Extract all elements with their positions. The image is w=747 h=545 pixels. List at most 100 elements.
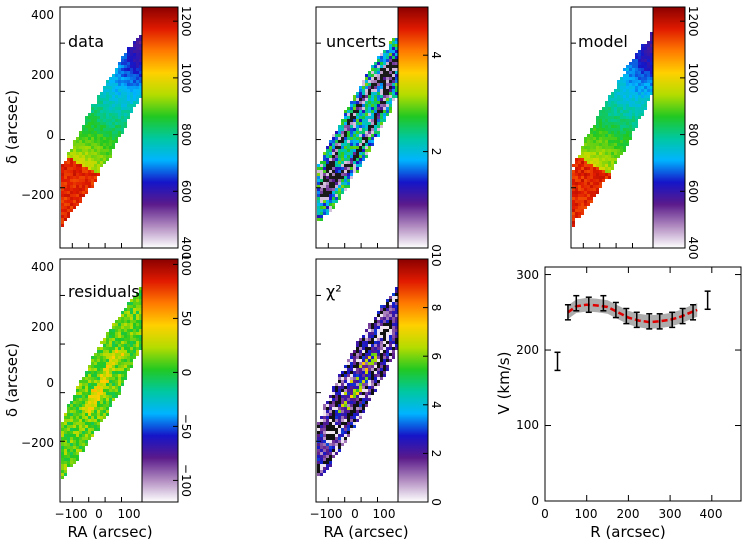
rc-x-tick-100: 100 — [575, 507, 598, 521]
cbar-tick-data-3: 1000 — [179, 63, 193, 94]
colorbar-ticks-data: 400 600 800 1000 1200 — [173, 6, 193, 260]
y-tick-data-400: 400 — [31, 8, 54, 22]
cbar-tick-chi2-2: 2 — [429, 450, 443, 458]
y-tick-residuals-0: 0 — [46, 376, 54, 390]
cbar-tick-chi2-0: 0 — [429, 498, 443, 506]
data-point-7 — [633, 311, 640, 329]
y-tick-residuals-m200: −200 — [21, 436, 54, 450]
colorbar-ticks-model: 400 600 800 1000 1200 — [680, 6, 700, 260]
colorbar-residuals — [141, 258, 179, 503]
x-tick-residuals-m100: −100 — [55, 507, 88, 521]
data-point-8 — [646, 313, 653, 330]
y-tick-data-200: 200 — [31, 68, 54, 82]
colorbar-data — [141, 6, 179, 249]
cbar-tick-data-1: 600 — [179, 180, 193, 203]
colorbar-uncerts — [397, 6, 429, 249]
colorbar-chi2 — [397, 258, 429, 503]
title-model: model — [578, 32, 628, 51]
rc-x-tick-300: 300 — [659, 507, 682, 521]
panel-rotation-curve: 0 100 200 300 400 0 100 200 300 R (arcse… — [495, 266, 742, 541]
rc-y-tick-300: 300 — [516, 268, 539, 282]
data-point-13 — [704, 290, 711, 311]
rc-y-tick-0: 0 — [531, 494, 539, 508]
colorbar-ticks-chi2: 0 2 4 6 8 10 — [423, 251, 443, 506]
chi2-map — [317, 287, 398, 476]
panel-data: data 400 600 800 1000 1200 400 200 0 −20… — [3, 6, 193, 260]
cbar-tick-data-0: 400 — [179, 237, 193, 260]
rc-y-tick-100: 100 — [516, 418, 539, 432]
cbar-tick-uncerts-2: 2 — [429, 148, 443, 156]
data-point-2 — [573, 294, 580, 312]
y-ticks-residuals: 400 200 0 −200 — [21, 260, 54, 450]
colorbar-model — [652, 6, 686, 249]
rc-y-tick-200: 200 — [516, 343, 539, 357]
x-tick-chi2-m100: −100 — [310, 507, 343, 521]
cbar-tick-uncerts-0: 0 — [429, 244, 443, 252]
cbar-tick-chi2-10: 10 — [429, 251, 443, 266]
data-point-6 — [623, 307, 630, 325]
cbar-tick-residuals-m50: −50 — [179, 414, 193, 439]
cbar-tick-residuals-0: 0 — [179, 369, 193, 377]
panel-residuals: residuals −100 −50 0 50 100 400 200 0 −2… — [3, 253, 193, 541]
panel-model: model 400 600 800 1000 1200 — [570, 6, 700, 260]
data-point-10 — [669, 311, 676, 329]
y-ticks-data: 400 200 0 −200 — [21, 8, 54, 202]
panel-uncerts: uncerts 0 2 4 — [315, 6, 443, 252]
cbar-tick-model-4: 1200 — [686, 6, 700, 37]
y-tick-residuals-400: 400 — [31, 260, 54, 274]
residual-map — [61, 287, 142, 479]
data-point-0 — [554, 351, 561, 372]
x-ticks-chi2: −100 0 100 — [310, 507, 396, 521]
x-tick-residuals-0: 0 — [95, 507, 103, 521]
data-point-5 — [612, 301, 619, 319]
model-uncertainty-band — [567, 297, 698, 329]
cbar-tick-model-1: 600 — [686, 180, 700, 203]
rc-x-tick-200: 200 — [617, 507, 640, 521]
data-point-3 — [585, 296, 592, 314]
uncertainty-map — [317, 38, 398, 221]
xlabel-chi2: RA (arcsec) — [323, 523, 408, 541]
x-tick-residuals-100: 100 — [118, 507, 141, 521]
cbar-tick-residuals-100: 100 — [179, 253, 193, 276]
title-chi2: χ² — [326, 282, 342, 301]
cbar-tick-uncerts-4: 4 — [429, 51, 443, 59]
velocity-map-model — [572, 32, 653, 227]
rotation-curve-ticks: 0 100 200 300 400 0 100 200 300 — [516, 267, 741, 521]
cbar-tick-chi2-4: 4 — [429, 401, 443, 409]
y-tick-residuals-200: 200 — [31, 320, 54, 334]
xlabel-residuals: RA (arcsec) — [67, 523, 152, 541]
ylabel-data: δ (arcsec) — [3, 90, 21, 164]
cbar-tick-data-2: 800 — [179, 123, 193, 146]
cbar-tick-data-4: 1200 — [179, 6, 193, 37]
cbar-tick-model-3: 1000 — [686, 63, 700, 94]
data-point-11 — [679, 307, 686, 325]
title-uncerts: uncerts — [326, 32, 386, 51]
title-residuals: residuals — [68, 282, 140, 301]
cbar-tick-residuals-50: 50 — [179, 311, 193, 326]
y-tick-data-m200: −200 — [21, 188, 54, 202]
rc-ylabel: V (km/s) — [495, 352, 513, 415]
x-tick-chi2-0: 0 — [351, 507, 359, 521]
rc-x-tick-0: 0 — [541, 507, 549, 521]
cbar-tick-model-0: 400 — [686, 237, 700, 260]
colorbar-ticks-uncerts: 0 2 4 — [423, 51, 443, 252]
x-ticks-residuals: −100 0 100 — [55, 507, 141, 521]
frame-rotation-curve — [544, 266, 742, 502]
cbar-tick-residuals-m100: −100 — [179, 464, 193, 497]
cbar-tick-chi2-8: 8 — [429, 304, 443, 312]
ylabel-residuals: δ (arcsec) — [3, 343, 21, 417]
panel-chi2: χ² 0 2 4 6 8 10 −100 0 100 RA (arcsec) — [310, 251, 443, 541]
data-points — [554, 290, 711, 372]
data-point-4 — [600, 294, 607, 312]
rc-xlabel: R (arcsec) — [590, 523, 665, 541]
cbar-tick-model-2: 800 — [686, 123, 700, 146]
velocity-map-data — [61, 35, 142, 227]
data-point-9 — [656, 313, 663, 330]
data-point-1 — [564, 303, 571, 321]
colorbar-ticks-residuals: −100 −50 0 50 100 — [173, 253, 193, 497]
title-data: data — [68, 32, 104, 51]
rc-x-tick-400: 400 — [700, 507, 723, 521]
data-point-12 — [690, 303, 697, 321]
